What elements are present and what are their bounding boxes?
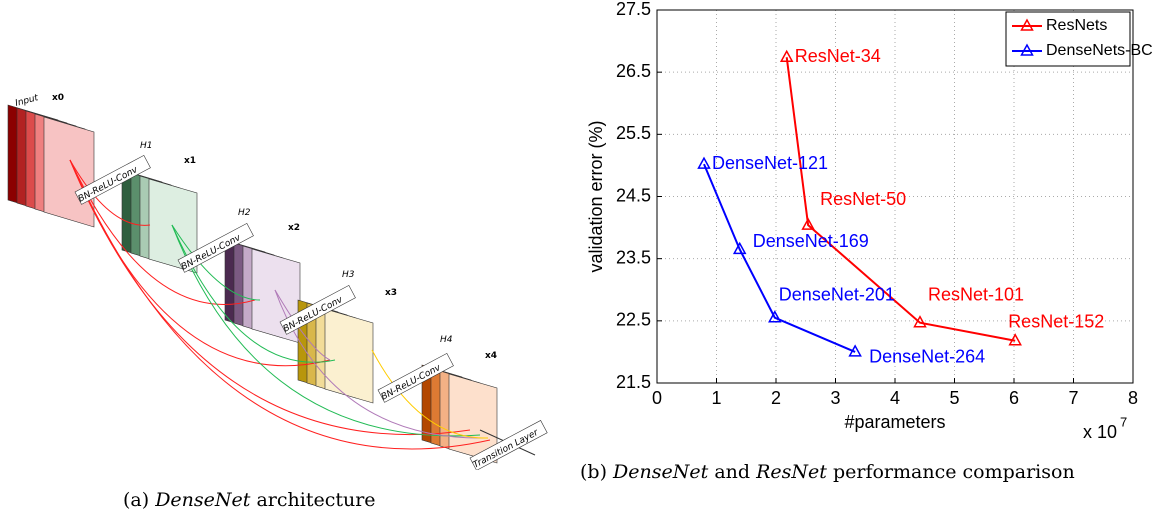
input-label: Input bbox=[14, 93, 40, 109]
legend-label: ResNets bbox=[1046, 17, 1107, 34]
x-tick-label: 8 bbox=[1128, 388, 1138, 408]
x0-label: x0 bbox=[52, 93, 64, 103]
caption-a: (a) DenseNet architecture bbox=[123, 487, 376, 513]
x-multiplier: x 10 bbox=[1083, 422, 1117, 442]
y-tick-label: 25.5 bbox=[616, 123, 651, 143]
caption-text: architecture bbox=[256, 489, 375, 511]
x-multiplier-exponent: 7 bbox=[1120, 414, 1127, 429]
x-tick-label: 2 bbox=[771, 388, 781, 408]
x-tick-label: 4 bbox=[890, 388, 900, 408]
caption-text: and bbox=[714, 461, 750, 483]
caption-name: ResNet bbox=[756, 461, 827, 483]
caption-b: (b) DenseNet and ResNet performance comp… bbox=[580, 459, 1140, 485]
y-axis-label: validation error (%) bbox=[586, 120, 606, 272]
y-tick-label: 21.5 bbox=[616, 372, 651, 392]
caption-text: performance comparison bbox=[833, 461, 1075, 483]
h4-label: H4 bbox=[440, 335, 453, 345]
y-tick-label: 23.5 bbox=[616, 247, 651, 267]
x-tick-label: 0 bbox=[652, 388, 662, 408]
h3-label: H3 bbox=[342, 270, 355, 280]
x-tick-label: 5 bbox=[949, 388, 959, 408]
caption-name: DenseNet bbox=[613, 461, 708, 483]
figure-canvas: Input x0 H1 x1 H2 x2 H3 x3 H4 x4 BN-ReLU… bbox=[0, 0, 1152, 470]
x-tick-label: 1 bbox=[711, 388, 721, 408]
point-label: ResNet-152 bbox=[1008, 311, 1104, 331]
h1-label: H1 bbox=[140, 141, 153, 151]
caption-name: DenseNet bbox=[155, 489, 250, 511]
point-label: ResNet-50 bbox=[820, 189, 906, 209]
x-axis-label: #parameters bbox=[844, 412, 945, 432]
point-label: DenseNet-201 bbox=[779, 284, 895, 304]
densenet-diagram bbox=[8, 105, 547, 470]
y-tick-label: 27.5 bbox=[616, 0, 651, 19]
x2-label: x2 bbox=[288, 223, 300, 233]
point-label: DenseNet-169 bbox=[753, 231, 869, 251]
y-tick-label: 22.5 bbox=[616, 310, 651, 330]
x4-label: x4 bbox=[485, 351, 497, 361]
legend-label: DenseNets-BC bbox=[1046, 42, 1152, 59]
point-label: DenseNet-121 bbox=[712, 153, 828, 173]
caption-label: (b) bbox=[580, 461, 607, 483]
h2-label: H2 bbox=[238, 208, 251, 218]
point-label: DenseNet-264 bbox=[869, 347, 985, 367]
point-label: ResNet-34 bbox=[795, 46, 881, 66]
y-tick-label: 24.5 bbox=[616, 185, 651, 205]
x-tick-label: 7 bbox=[1068, 388, 1078, 408]
x3-label: x3 bbox=[385, 288, 397, 298]
x1-label: x1 bbox=[184, 156, 196, 166]
figure: Input x0 H1 x1 H2 x2 H3 x3 H4 x4 BN-ReLU… bbox=[0, 0, 1152, 523]
point-label: ResNet-101 bbox=[928, 284, 1024, 304]
x-tick-label: 3 bbox=[830, 388, 840, 408]
caption-label: (a) bbox=[123, 489, 149, 511]
x-tick-label: 6 bbox=[1009, 388, 1019, 408]
y-tick-label: 26.5 bbox=[616, 61, 651, 81]
